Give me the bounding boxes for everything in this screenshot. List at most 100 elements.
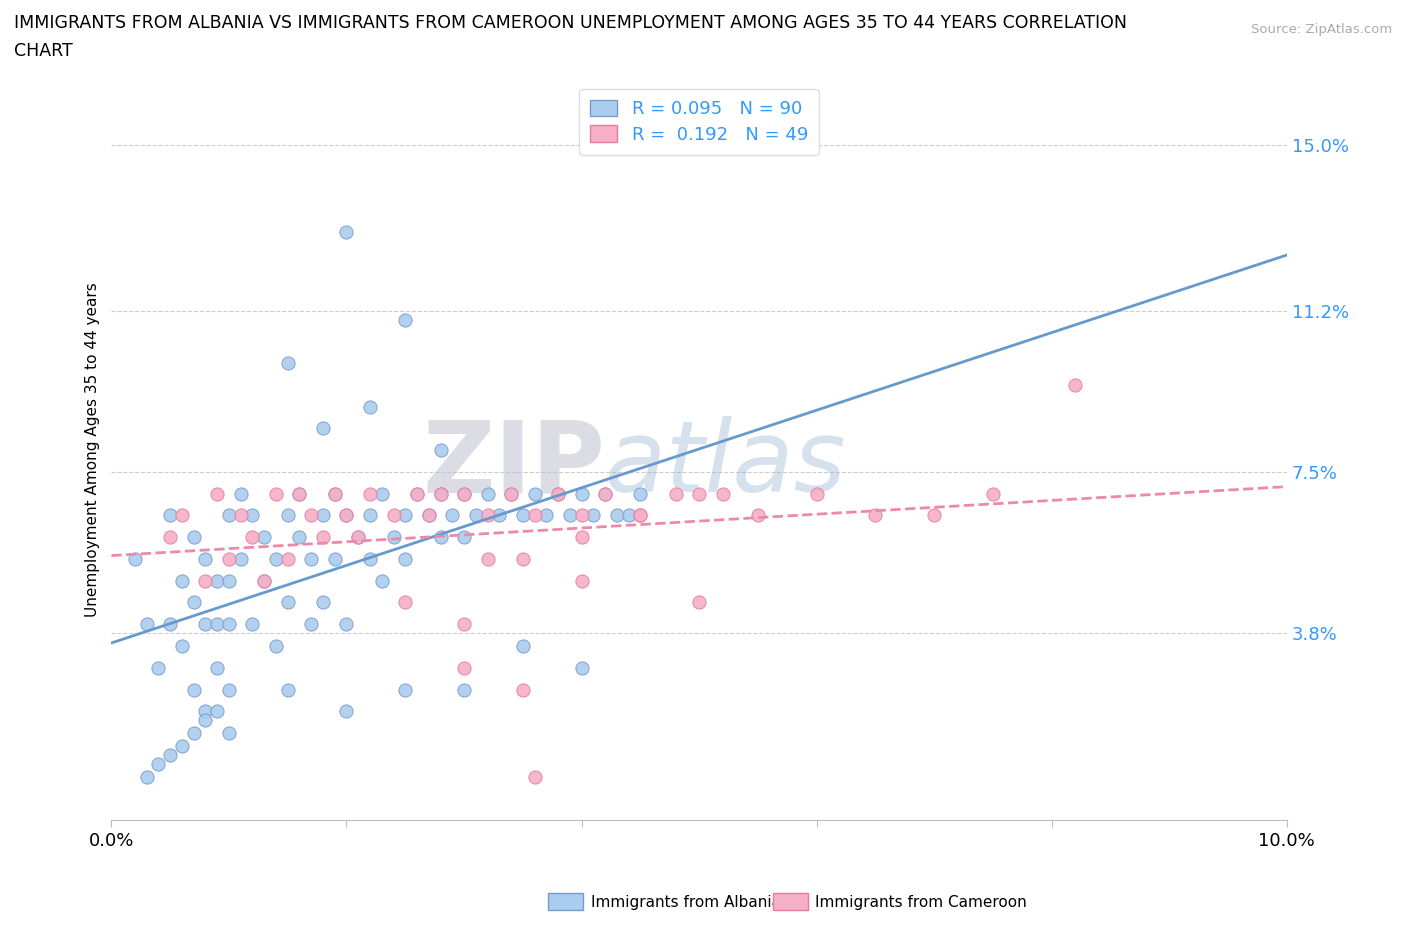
Point bbox=[394, 682, 416, 697]
Point bbox=[218, 508, 240, 523]
Point bbox=[453, 682, 475, 697]
Point bbox=[453, 660, 475, 675]
Point bbox=[359, 486, 381, 501]
Point bbox=[183, 682, 205, 697]
Point bbox=[288, 486, 311, 501]
Point bbox=[382, 508, 405, 523]
Point bbox=[159, 617, 181, 631]
Point bbox=[218, 617, 240, 631]
Point bbox=[394, 595, 416, 610]
Point bbox=[371, 573, 394, 588]
Point bbox=[571, 508, 593, 523]
Point bbox=[394, 312, 416, 327]
Point bbox=[159, 530, 181, 545]
Point bbox=[453, 617, 475, 631]
Point bbox=[170, 639, 193, 654]
Point bbox=[512, 682, 534, 697]
Text: Source: ZipAtlas.com: Source: ZipAtlas.com bbox=[1251, 23, 1392, 36]
Point bbox=[264, 639, 287, 654]
Point bbox=[382, 530, 405, 545]
Point bbox=[277, 551, 299, 566]
Point bbox=[148, 660, 170, 675]
Point bbox=[359, 551, 381, 566]
Point bbox=[453, 530, 475, 545]
Point bbox=[242, 617, 264, 631]
Point bbox=[394, 551, 416, 566]
Point bbox=[205, 573, 228, 588]
Point bbox=[170, 573, 193, 588]
Point bbox=[523, 769, 546, 784]
Point bbox=[288, 530, 311, 545]
Point bbox=[159, 748, 181, 763]
Point bbox=[981, 486, 1004, 501]
Point bbox=[277, 508, 299, 523]
Point bbox=[205, 704, 228, 719]
Point bbox=[335, 508, 357, 523]
Point bbox=[335, 704, 357, 719]
Point bbox=[323, 486, 346, 501]
Point bbox=[135, 769, 157, 784]
Point bbox=[606, 508, 628, 523]
Point bbox=[464, 508, 486, 523]
Point bbox=[218, 725, 240, 740]
Point bbox=[312, 595, 335, 610]
Point bbox=[512, 639, 534, 654]
Point bbox=[512, 551, 534, 566]
Point bbox=[688, 486, 710, 501]
Text: atlas: atlas bbox=[605, 417, 846, 513]
Point bbox=[665, 486, 688, 501]
Legend: R = 0.095   N = 90, R =  0.192   N = 49: R = 0.095 N = 90, R = 0.192 N = 49 bbox=[579, 89, 818, 154]
Point bbox=[477, 508, 499, 523]
Point bbox=[406, 486, 429, 501]
Point bbox=[347, 530, 370, 545]
Point bbox=[299, 617, 322, 631]
Point bbox=[253, 573, 276, 588]
Point bbox=[229, 551, 252, 566]
Point bbox=[523, 508, 546, 523]
Point bbox=[335, 508, 357, 523]
Point bbox=[429, 530, 451, 545]
Point bbox=[277, 682, 299, 697]
Point bbox=[1064, 378, 1087, 392]
Point bbox=[536, 508, 558, 523]
Point bbox=[547, 486, 569, 501]
Point bbox=[323, 486, 346, 501]
Point bbox=[312, 508, 335, 523]
Point bbox=[124, 551, 146, 566]
Point bbox=[299, 508, 322, 523]
Text: CHART: CHART bbox=[14, 42, 73, 60]
Point bbox=[477, 486, 499, 501]
Point bbox=[477, 551, 499, 566]
Point bbox=[628, 508, 651, 523]
Point bbox=[159, 508, 181, 523]
Point bbox=[371, 486, 394, 501]
Point bbox=[264, 551, 287, 566]
Point bbox=[628, 486, 651, 501]
Point bbox=[229, 508, 252, 523]
Point bbox=[571, 530, 593, 545]
Point bbox=[335, 617, 357, 631]
Y-axis label: Unemployment Among Ages 35 to 44 years: Unemployment Among Ages 35 to 44 years bbox=[86, 283, 100, 618]
Point bbox=[183, 595, 205, 610]
Point bbox=[394, 508, 416, 523]
Point bbox=[312, 421, 335, 436]
Point bbox=[453, 486, 475, 501]
Point bbox=[747, 508, 769, 523]
Point bbox=[242, 530, 264, 545]
Point bbox=[499, 486, 522, 501]
Text: Immigrants from Cameroon: Immigrants from Cameroon bbox=[815, 895, 1028, 910]
Point bbox=[170, 738, 193, 753]
Point bbox=[242, 508, 264, 523]
Point bbox=[617, 508, 640, 523]
Point bbox=[806, 486, 828, 501]
Point bbox=[218, 551, 240, 566]
Point bbox=[229, 486, 252, 501]
Point bbox=[194, 704, 217, 719]
Point bbox=[323, 551, 346, 566]
Point bbox=[347, 530, 370, 545]
Point bbox=[418, 508, 440, 523]
Point bbox=[711, 486, 734, 501]
Point bbox=[582, 508, 605, 523]
Point bbox=[865, 508, 887, 523]
Point bbox=[148, 756, 170, 771]
